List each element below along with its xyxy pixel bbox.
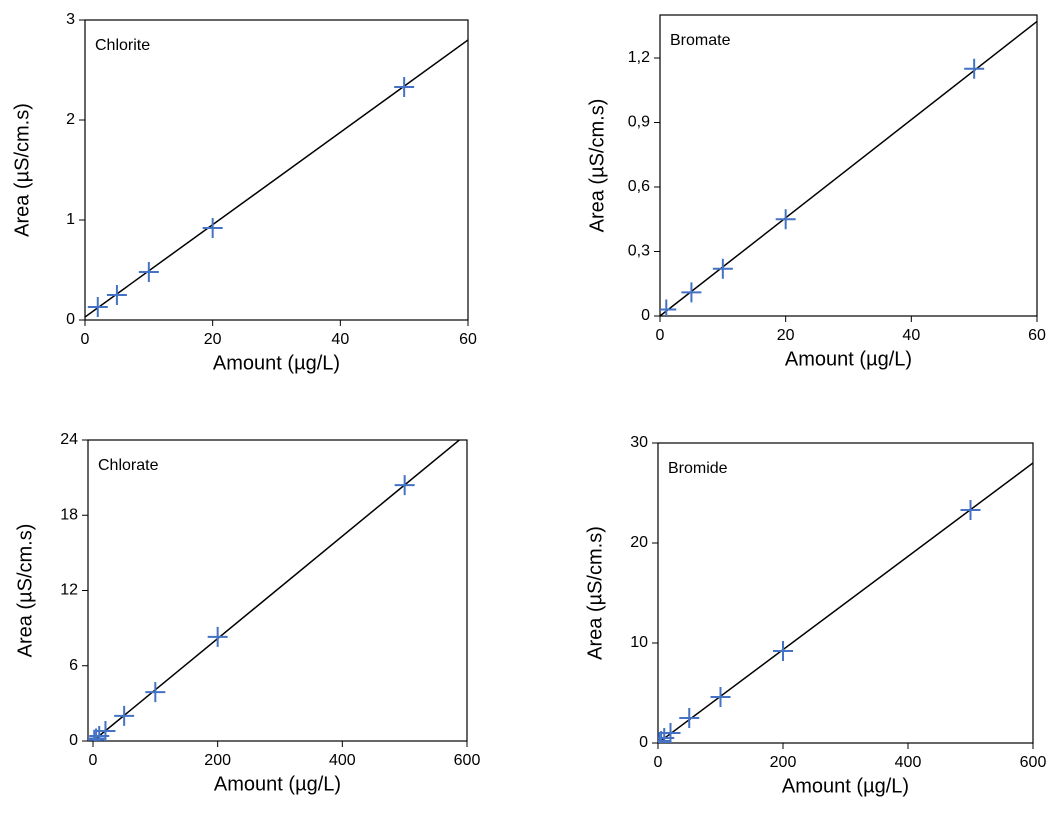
panel-title: Bromate [670, 32, 731, 49]
marker [964, 58, 985, 79]
x-tick-label: 0 [81, 331, 90, 348]
y-tick-label: 0 [641, 307, 650, 324]
plot-area [88, 440, 461, 741]
y-axis-title: Area (µS/cm.s) [11, 103, 33, 237]
x-tick-label: 600 [1020, 754, 1047, 771]
trendline [85, 39, 468, 318]
x-axis-title: Amount (µg/L) [785, 348, 912, 370]
y-tick-label: 1 [66, 211, 75, 228]
y-tick-label: 0,9 [628, 114, 650, 131]
y-tick-label: 0,6 [628, 178, 650, 195]
x-tick-label: 20 [777, 327, 795, 344]
x-axis-title: Amount (µg/L) [213, 352, 340, 374]
y-tick-label: 10 [630, 634, 648, 651]
marker [106, 285, 127, 305]
y-axis-title: Area (µS/cm.s) [586, 99, 608, 233]
marker [207, 626, 228, 647]
marker [710, 687, 731, 707]
y-tick-label: 0,3 [628, 243, 650, 260]
x-tick-label: 400 [329, 752, 356, 769]
marker [202, 218, 223, 238]
x-tick-label: 40 [331, 331, 349, 348]
y-tick-label: 18 [60, 506, 78, 523]
marker [773, 641, 793, 661]
x-tick-label: 0 [656, 327, 665, 344]
y-tick-label: 1,2 [628, 49, 650, 66]
panel-title: Chlorate [98, 457, 159, 474]
marker [681, 282, 702, 303]
y-tick-label: 12 [60, 582, 78, 599]
marker [95, 720, 116, 741]
y-tick-label: 0 [66, 311, 75, 328]
marker [679, 708, 700, 728]
x-tick-label: 60 [1028, 327, 1046, 344]
y-axis-title: Area (µS/cm.s) [14, 524, 36, 658]
x-tick-label: 200 [770, 754, 797, 771]
marker [87, 297, 108, 317]
marker [394, 77, 415, 97]
marker [145, 682, 166, 703]
marker [660, 299, 677, 316]
panel-title: Bromide [668, 460, 728, 477]
trendline [658, 462, 1033, 743]
x-tick-label: 0 [89, 752, 98, 769]
x-tick-label: 400 [895, 754, 922, 771]
marker [775, 209, 796, 230]
marker [658, 731, 672, 743]
x-axis-title: Amount (µg/L) [782, 775, 909, 797]
y-axis-title: Area (µS/cm.s) [584, 526, 606, 660]
y-tick-label: 24 [60, 431, 78, 448]
plot-area [658, 462, 1033, 743]
x-tick-label: 60 [459, 331, 477, 348]
y-tick-label: 6 [69, 657, 78, 674]
trendline [660, 20, 1037, 316]
y-tick-label: 3 [66, 11, 75, 28]
x-tick-label: 600 [454, 752, 481, 769]
plot-area [660, 20, 1037, 316]
y-tick-label: 0 [639, 734, 648, 751]
x-tick-label: 200 [204, 752, 231, 769]
y-tick-label: 30 [630, 434, 648, 451]
marker [960, 500, 981, 520]
plot-frame [84, 19, 469, 321]
marker [88, 729, 105, 741]
marker [712, 258, 733, 279]
marker [114, 705, 135, 726]
x-axis-title: Amount (µg/L) [214, 773, 341, 795]
marker [394, 475, 415, 496]
y-tick-label: 2 [66, 111, 75, 128]
panel-title: Chlorite [95, 37, 150, 54]
x-tick-label: 40 [902, 327, 920, 344]
marker [138, 262, 159, 282]
x-tick-label: 0 [654, 754, 663, 771]
y-tick-label: 20 [630, 534, 648, 551]
plot-frame [657, 442, 1034, 744]
trendline [92, 440, 461, 741]
x-tick-label: 20 [204, 331, 222, 348]
marker [660, 723, 681, 743]
plot-area [85, 39, 468, 318]
plot-frame [659, 14, 1038, 317]
y-tick-label: 0 [69, 732, 78, 749]
